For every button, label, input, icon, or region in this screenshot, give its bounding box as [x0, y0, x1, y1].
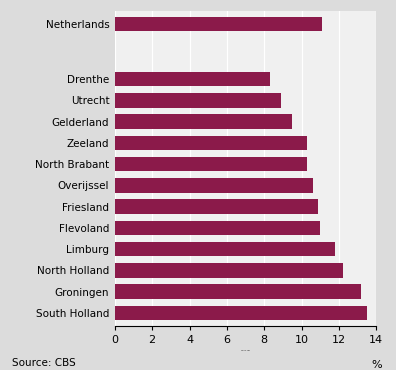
Bar	[115, 263, 343, 278]
Bar	[115, 242, 335, 256]
Text: %: %	[371, 360, 381, 370]
Bar	[115, 17, 322, 31]
X-axis label: Source: CBS: Source: CBS	[241, 350, 250, 351]
Bar	[115, 199, 318, 214]
Bar	[115, 285, 361, 299]
Bar	[115, 178, 313, 192]
Bar	[115, 136, 307, 150]
Bar	[115, 93, 281, 108]
Bar	[115, 157, 307, 171]
Bar	[115, 306, 367, 320]
Bar	[115, 221, 320, 235]
Bar	[115, 72, 270, 86]
Text: Source: CBS: Source: CBS	[12, 358, 76, 368]
Bar	[115, 114, 292, 129]
